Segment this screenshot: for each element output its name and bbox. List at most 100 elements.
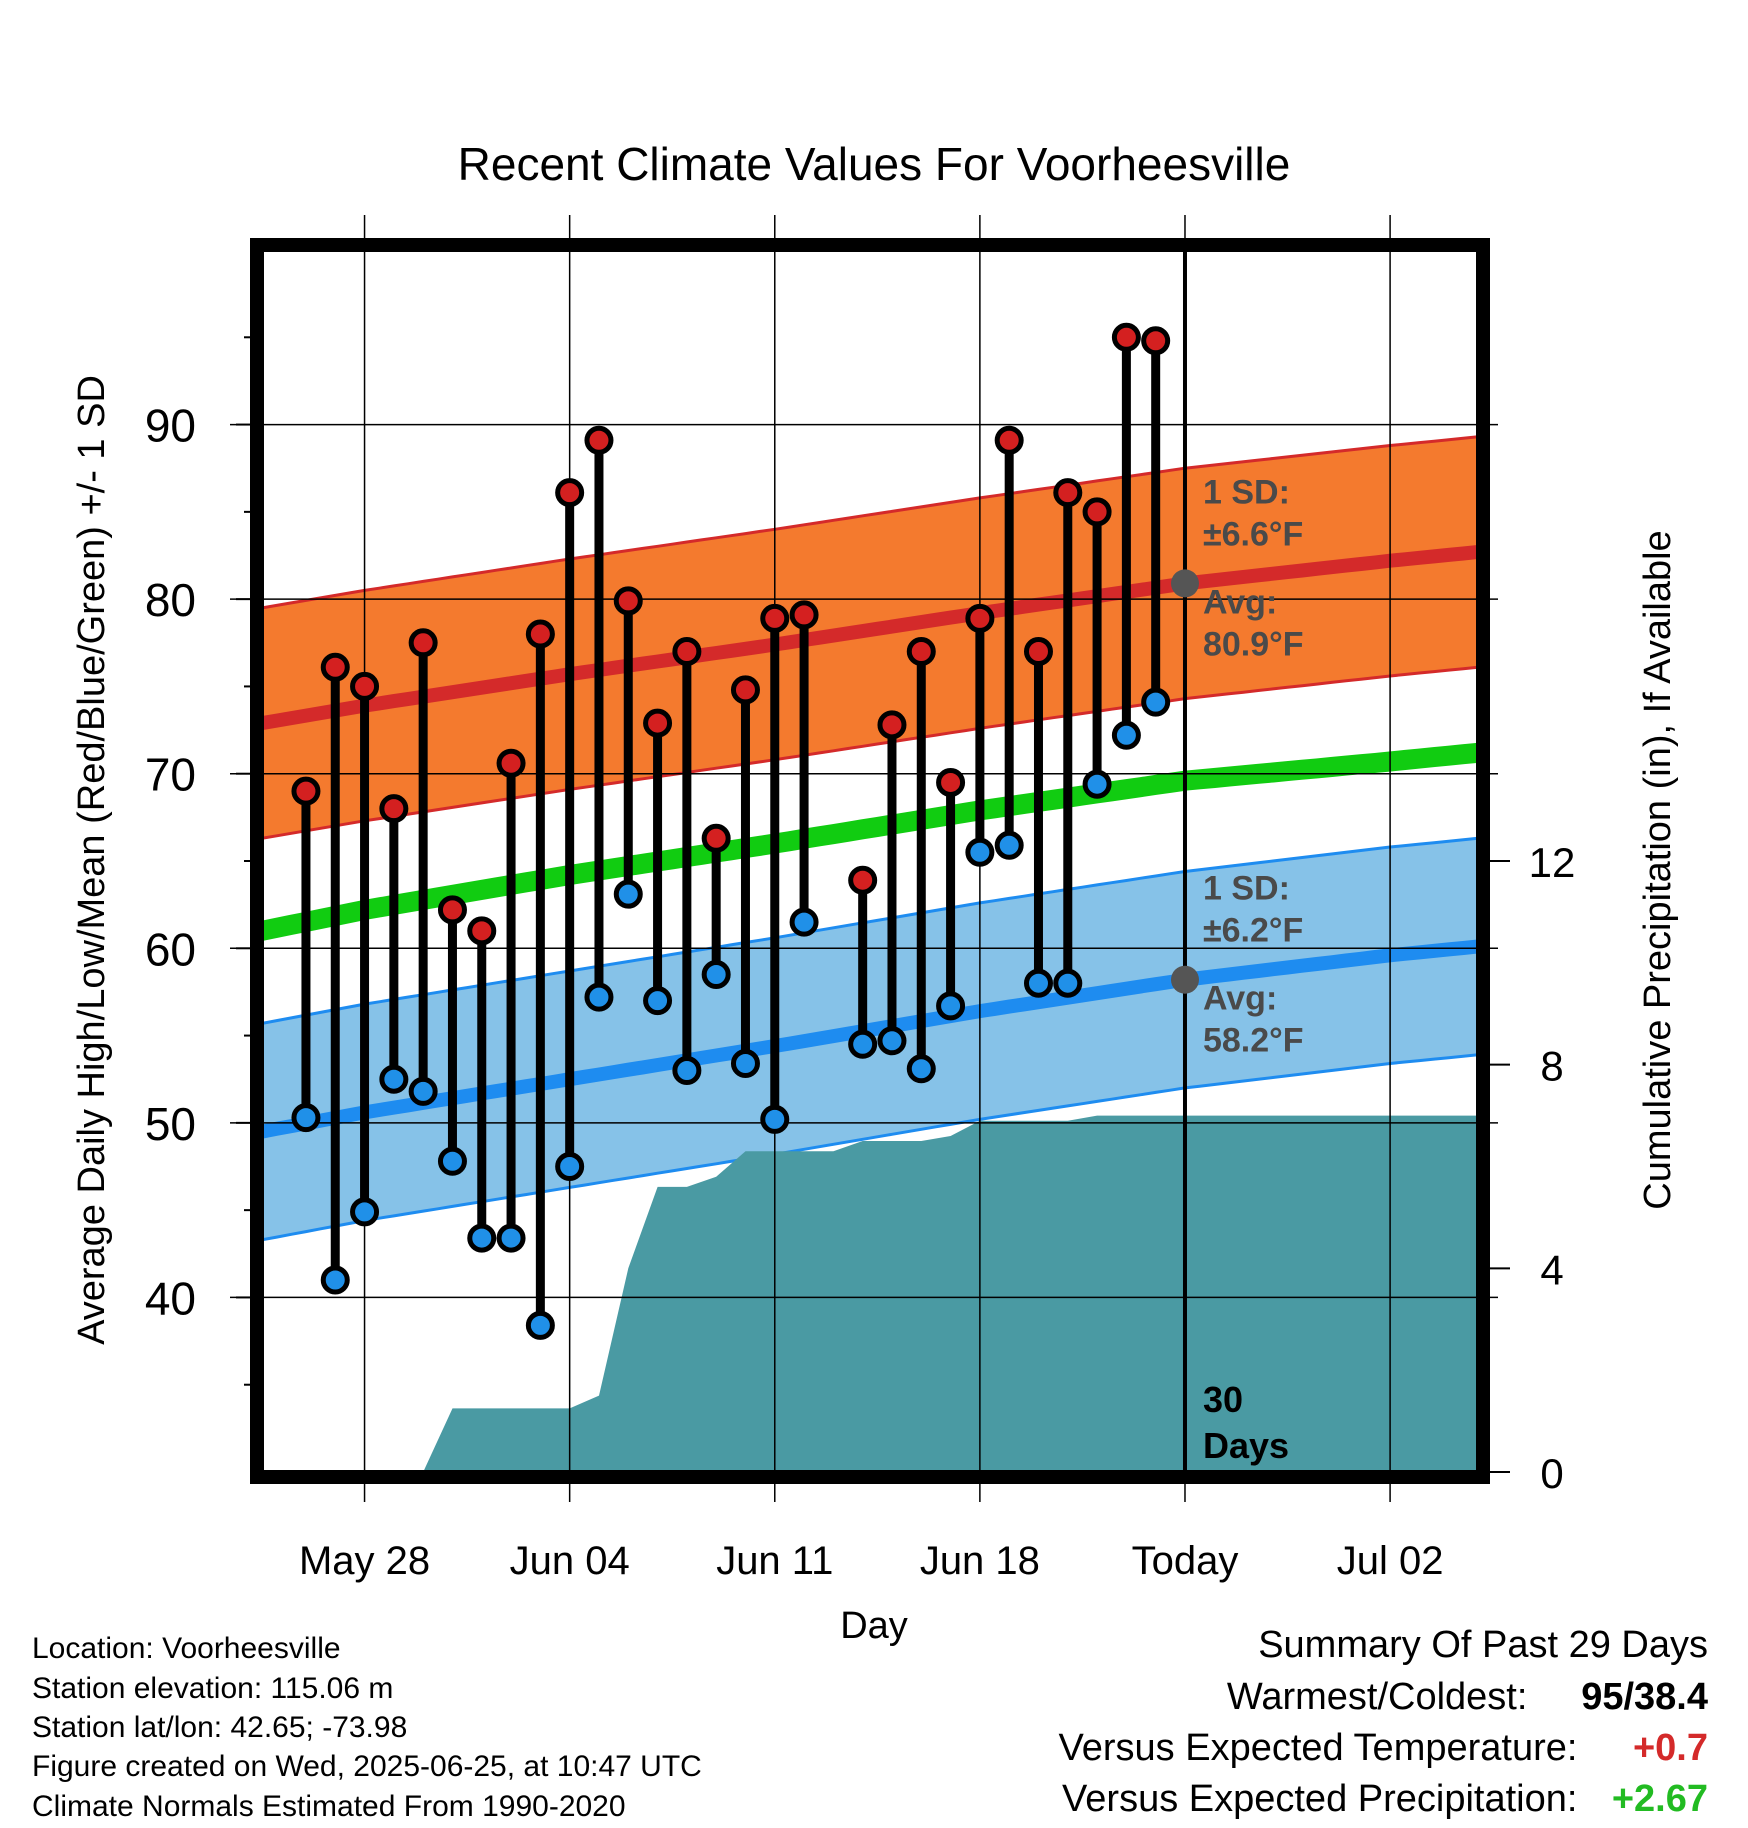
- daily-low-point: [555, 1152, 585, 1181]
- daily-high-point: [672, 637, 702, 667]
- daily-low-point: [584, 982, 614, 1012]
- daily-low-point: [1053, 968, 1083, 998]
- daily-high-point: [496, 748, 526, 778]
- summary-temp-value: +0.7: [1632, 1727, 1708, 1769]
- daily-low-point: [1141, 687, 1171, 717]
- daily-high-point: [467, 916, 497, 946]
- y-tick-label: 70: [145, 749, 196, 801]
- daily-high-point: [936, 767, 966, 797]
- daily-high-point: [584, 425, 614, 455]
- daily-low-point: [437, 1146, 467, 1176]
- daily-low-point: [994, 830, 1024, 860]
- daily-high-point: [437, 895, 467, 925]
- x-tick-label: Today: [1132, 1539, 1239, 1583]
- daily-low-point: [350, 1197, 380, 1227]
- high-sd-lower: [262, 665, 1478, 840]
- y-tick-label: 40: [145, 1272, 196, 1324]
- daily-low-point: [760, 1104, 790, 1134]
- daily-low-point: [1082, 769, 1112, 799]
- daily-low-point: [848, 1029, 878, 1059]
- daily-low-point: [467, 1223, 497, 1253]
- precip-area: [423, 1115, 1478, 1472]
- x-tick-label: Jun 04: [510, 1539, 630, 1583]
- summary-precipitation: Versus Expected Precipitation: +2.67: [1062, 1778, 1708, 1821]
- daily-low-point: [906, 1054, 936, 1084]
- daily-low-point: [408, 1076, 438, 1106]
- today-normal-high-marker: [1170, 569, 1199, 598]
- daily-high-point: [379, 794, 409, 824]
- daily-high-point: [408, 628, 438, 658]
- daily-low-point: [701, 959, 731, 989]
- daily-high-point: [525, 619, 555, 649]
- y2-tick-label: 0: [1540, 1450, 1563, 1497]
- high-avg-value: 80.9°F: [1203, 625, 1304, 663]
- y-tick-label: 80: [145, 574, 196, 626]
- daily-low-point: [1111, 720, 1141, 750]
- x-axis-label: Day: [840, 1605, 908, 1647]
- summary-title: Summary Of Past 29 Days: [1258, 1624, 1708, 1667]
- y-tick-label: 90: [145, 400, 196, 452]
- meta-created: Figure created on Wed, 2025-06-25, at 10…: [32, 1750, 702, 1783]
- summary-precip-value: +2.67: [1611, 1778, 1708, 1820]
- normal-mean-line: [262, 742, 1478, 941]
- plot-area: 1 SD: ±6.6°F Avg: 80.9°F 1 SD: ±6.2°F Avg: 58.2…: [230, 215, 1498, 1502]
- x-tick-label: Jul 02: [1337, 1539, 1444, 1583]
- high-sd-upper: [262, 435, 1478, 610]
- summary-temp-label: Versus Expected Temperature:: [1058, 1727, 1578, 1769]
- daily-high-point: [789, 600, 819, 630]
- daily-high-point: [994, 425, 1024, 455]
- high-avg-label: Avg:: [1203, 583, 1277, 621]
- summary-temperature: Versus Expected Temperature: +0.7: [1059, 1727, 1708, 1770]
- plot-clip-group: [262, 435, 1478, 1472]
- y-axis-label: Average Daily High/Low/Mean (Red/Blue/Gr…: [71, 375, 113, 1345]
- daily-high-point: [701, 823, 731, 853]
- normal-high-line: [262, 545, 1478, 731]
- daily-low-point: [613, 879, 643, 909]
- daily-high-point: [350, 671, 380, 701]
- daily-low-point: [789, 907, 819, 937]
- daily-high-point: [320, 652, 350, 682]
- daily-high-point: [848, 865, 878, 895]
- daily-high-point: [760, 603, 790, 633]
- meta-latlon: Station lat/lon: 42.65; -73.98: [32, 1711, 408, 1744]
- daily-high-point: [1023, 637, 1053, 667]
- y2-tick-label: 8: [1540, 1043, 1563, 1090]
- summary-warmest-label: Warmest/Coldest:: [1226, 1676, 1528, 1718]
- y2-axis-label: Cumulative Precipitation (in), If Availa…: [1637, 530, 1679, 1209]
- daily-low-point: [525, 1310, 555, 1340]
- plot-frame: [250, 238, 1490, 1484]
- daily-low-point: [496, 1223, 526, 1253]
- low-sd-value: ±6.2°F: [1203, 912, 1303, 950]
- low-sd-upper: [262, 836, 1478, 1025]
- daily-high-point: [1111, 322, 1141, 352]
- daily-high-point: [906, 637, 936, 667]
- days-count-number: 30: [1203, 1379, 1243, 1420]
- y2-tick-label: 12: [1529, 839, 1576, 886]
- low-avg-label: Avg:: [1203, 980, 1277, 1018]
- summary-warmest: Warmest/Coldest: 95/38.4: [1227, 1676, 1708, 1719]
- daily-low-point: [320, 1265, 350, 1295]
- normal-low-line: [262, 939, 1478, 1139]
- daily-low-point: [936, 991, 966, 1021]
- summary-precip-label: Versus Expected Precipitation:: [1062, 1778, 1578, 1820]
- meta-elevation: Station elevation: 115.06 m: [32, 1672, 394, 1705]
- x-tick-label: Jun 11: [716, 1539, 833, 1583]
- meta-normals: Climate Normals Estimated From 1990-2020: [32, 1790, 626, 1823]
- chart-title: Recent Climate Values For Voorheesville: [458, 138, 1291, 190]
- y-tick-label: 60: [145, 923, 196, 975]
- summary-title-text: Summary Of Past 29 Days: [1258, 1624, 1708, 1666]
- daily-low-point: [643, 986, 673, 1016]
- daily-low-point: [965, 837, 995, 867]
- daily-high-point: [291, 776, 321, 806]
- meta-location: Location: Voorheesville: [32, 1632, 341, 1665]
- daily-high-point: [1053, 478, 1083, 508]
- low-sd-label: 1 SD:: [1203, 870, 1290, 908]
- daily-high-point: [877, 710, 907, 740]
- daily-low-point: [291, 1103, 321, 1133]
- daily-high-point: [1141, 326, 1171, 356]
- daily-high-point: [555, 478, 585, 508]
- daily-high-point: [1082, 497, 1112, 527]
- y-tick-label: 50: [145, 1098, 196, 1150]
- y2-tick-label: 4: [1540, 1246, 1563, 1293]
